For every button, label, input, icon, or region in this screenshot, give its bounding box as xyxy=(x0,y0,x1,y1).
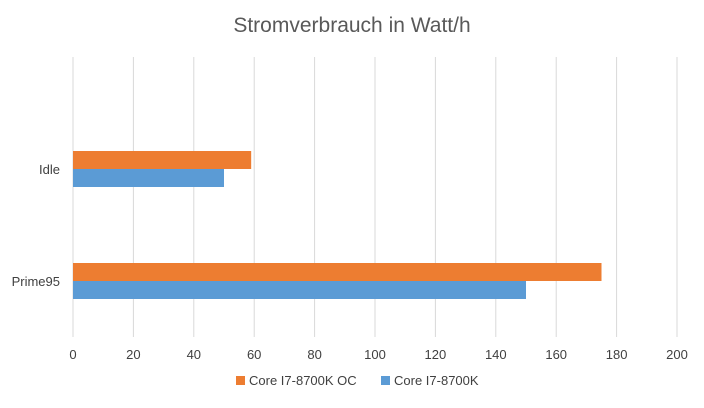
x-tick-label: 120 xyxy=(425,347,447,362)
x-tick-label: 80 xyxy=(307,347,321,362)
x-tick-label: 20 xyxy=(126,347,140,362)
x-tick-label: 0 xyxy=(69,347,76,362)
legend-swatch xyxy=(236,376,245,385)
legend-label: Core I7-8700K OC xyxy=(249,373,357,388)
x-tick-label: 60 xyxy=(247,347,261,362)
category-labels: Idle Prime95 xyxy=(12,162,60,289)
x-axis-ticks: 0 20 40 60 80 100 120 140 160 180 200 xyxy=(69,347,687,362)
x-tick-label: 40 xyxy=(187,347,201,362)
x-tick-label: 180 xyxy=(606,347,628,362)
category-label: Idle xyxy=(39,162,60,177)
legend-label: Core I7-8700K xyxy=(394,373,479,388)
category-label: Prime95 xyxy=(12,274,60,289)
bars xyxy=(73,151,602,299)
x-tick-label: 200 xyxy=(666,347,688,362)
legend-swatch xyxy=(381,376,390,385)
bar xyxy=(73,281,526,299)
bar xyxy=(73,169,224,187)
x-tick-label: 160 xyxy=(545,347,567,362)
bar xyxy=(73,263,602,281)
chart-title: Stromverbrauch in Watt/h xyxy=(233,14,470,37)
x-tick-label: 100 xyxy=(364,347,386,362)
bar xyxy=(73,151,252,169)
grid xyxy=(72,57,678,337)
x-tick-label: 140 xyxy=(485,347,507,362)
legend: Core I7-8700K OC Core I7-8700K xyxy=(236,373,479,388)
